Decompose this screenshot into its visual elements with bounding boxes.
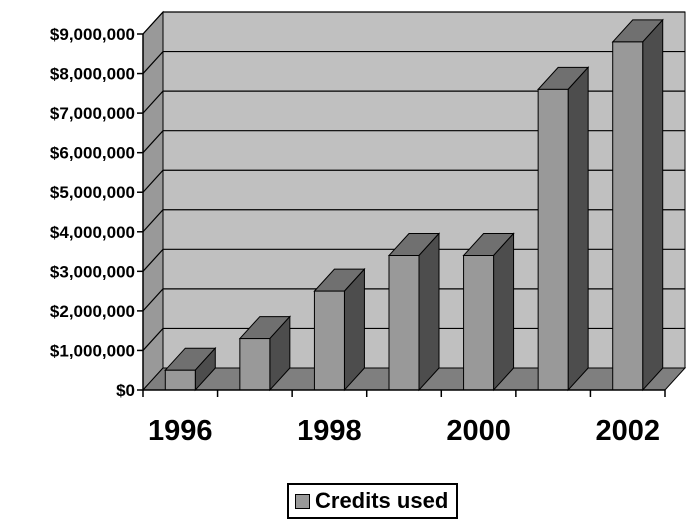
y-axis-tick-labels: $0 $1,000,000 $2,000,000 $3,000,000 $4,000,0… (50, 25, 135, 400)
x-tick-label: 2002 (595, 415, 660, 447)
bar-front (239, 338, 271, 391)
y-tick-label: $8,000,000 (50, 65, 135, 84)
legend-swatch (295, 493, 310, 509)
bar (537, 66, 590, 392)
x-tick-label: 1996 (148, 415, 213, 447)
y-tick-label: $5,000,000 (50, 183, 135, 202)
legend-label: Credits used (315, 488, 449, 513)
y-tick-label: $4,000,000 (50, 223, 135, 242)
y-tick-label: $9,000,000 (50, 25, 135, 44)
gridline (142, 130, 685, 154)
gridline (142, 209, 685, 233)
axes (137, 33, 666, 397)
gridline (142, 50, 685, 74)
bar-front (537, 88, 569, 391)
bar (313, 267, 366, 392)
bar (387, 232, 441, 392)
gridline (142, 169, 685, 193)
bar-front (313, 290, 345, 391)
bars (164, 18, 664, 392)
bar-front (463, 255, 495, 391)
bar-front (388, 255, 420, 391)
bar-front (612, 41, 644, 391)
x-tick-label: 2000 (446, 415, 511, 447)
bar-side (343, 267, 365, 392)
bar (611, 18, 664, 392)
bar-front (164, 369, 196, 391)
x-tick-label: 1998 (297, 415, 362, 447)
bar-side (418, 232, 440, 392)
gridline (142, 90, 685, 114)
bar (462, 232, 515, 392)
x-axis-tick-labels: 1996 1998 2000 2002 (148, 415, 660, 447)
y-tick-label: $7,000,000 (50, 104, 135, 123)
y-tick-label: $1,000,000 (50, 341, 135, 360)
side-wall (142, 10, 164, 392)
y-tick-label: $3,000,000 (50, 262, 135, 281)
bar-side (493, 232, 515, 392)
bar (164, 346, 217, 392)
gridline (142, 11, 685, 35)
bar-side (567, 66, 589, 392)
y-tick-label: $2,000,000 (50, 302, 135, 321)
y-tick-label: $6,000,000 (50, 144, 135, 163)
bar (238, 315, 291, 392)
bar-side (642, 18, 664, 392)
legend: Credits used (287, 483, 459, 519)
y-tick-label: $0 (116, 381, 135, 400)
